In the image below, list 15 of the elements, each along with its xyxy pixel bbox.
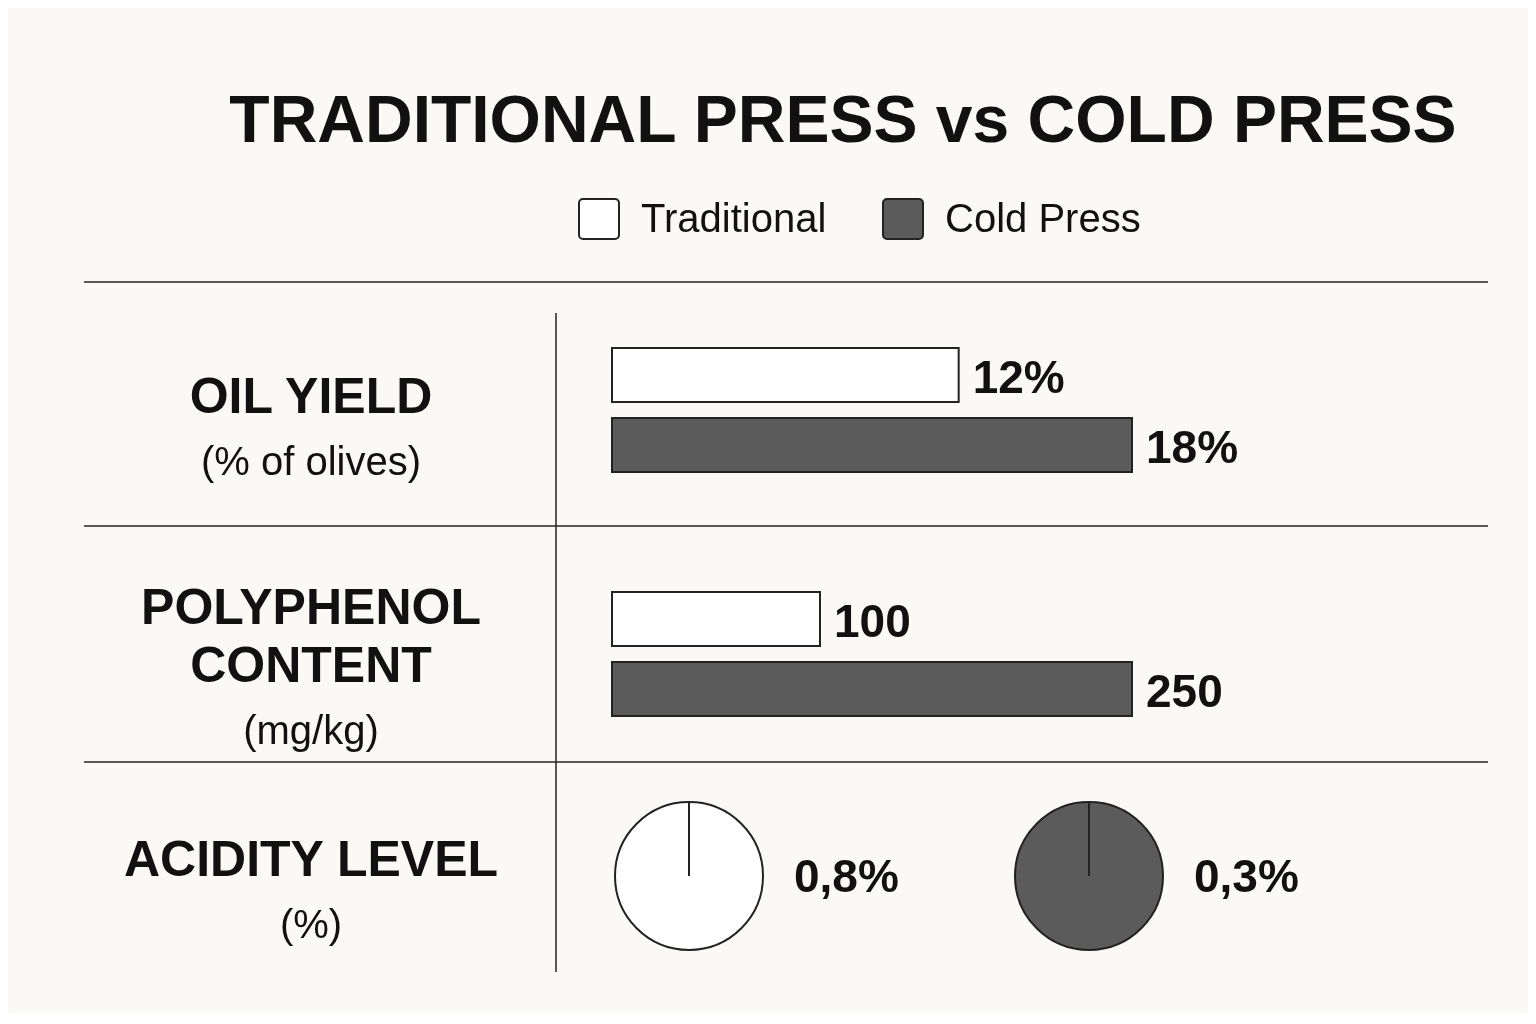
legend-label: Cold Press (945, 196, 1141, 240)
y-tick-label: OIL YIELD (189, 368, 433, 424)
category-label: ACIDITY LEVEL (123, 831, 499, 887)
data-label: 100 (834, 595, 911, 647)
legend-label: Traditional (641, 196, 827, 240)
chart-title: TRADITIONAL PRESS vs COLD PRESS (229, 82, 1457, 156)
text: (%) (279, 902, 343, 946)
data-label: 12% (972, 351, 1065, 403)
data-label: 0,8% (794, 850, 899, 902)
data-label: 0,3% (1194, 850, 1299, 902)
y-axis-title: (% of olives) (200, 439, 422, 483)
data-label: 250 (1146, 665, 1223, 717)
data-label: 18% (1146, 421, 1239, 473)
y-axis-title: (mg/kg) (243, 708, 379, 752)
y-tick-label: POLYPHENOL CONTENT (141, 579, 481, 693)
